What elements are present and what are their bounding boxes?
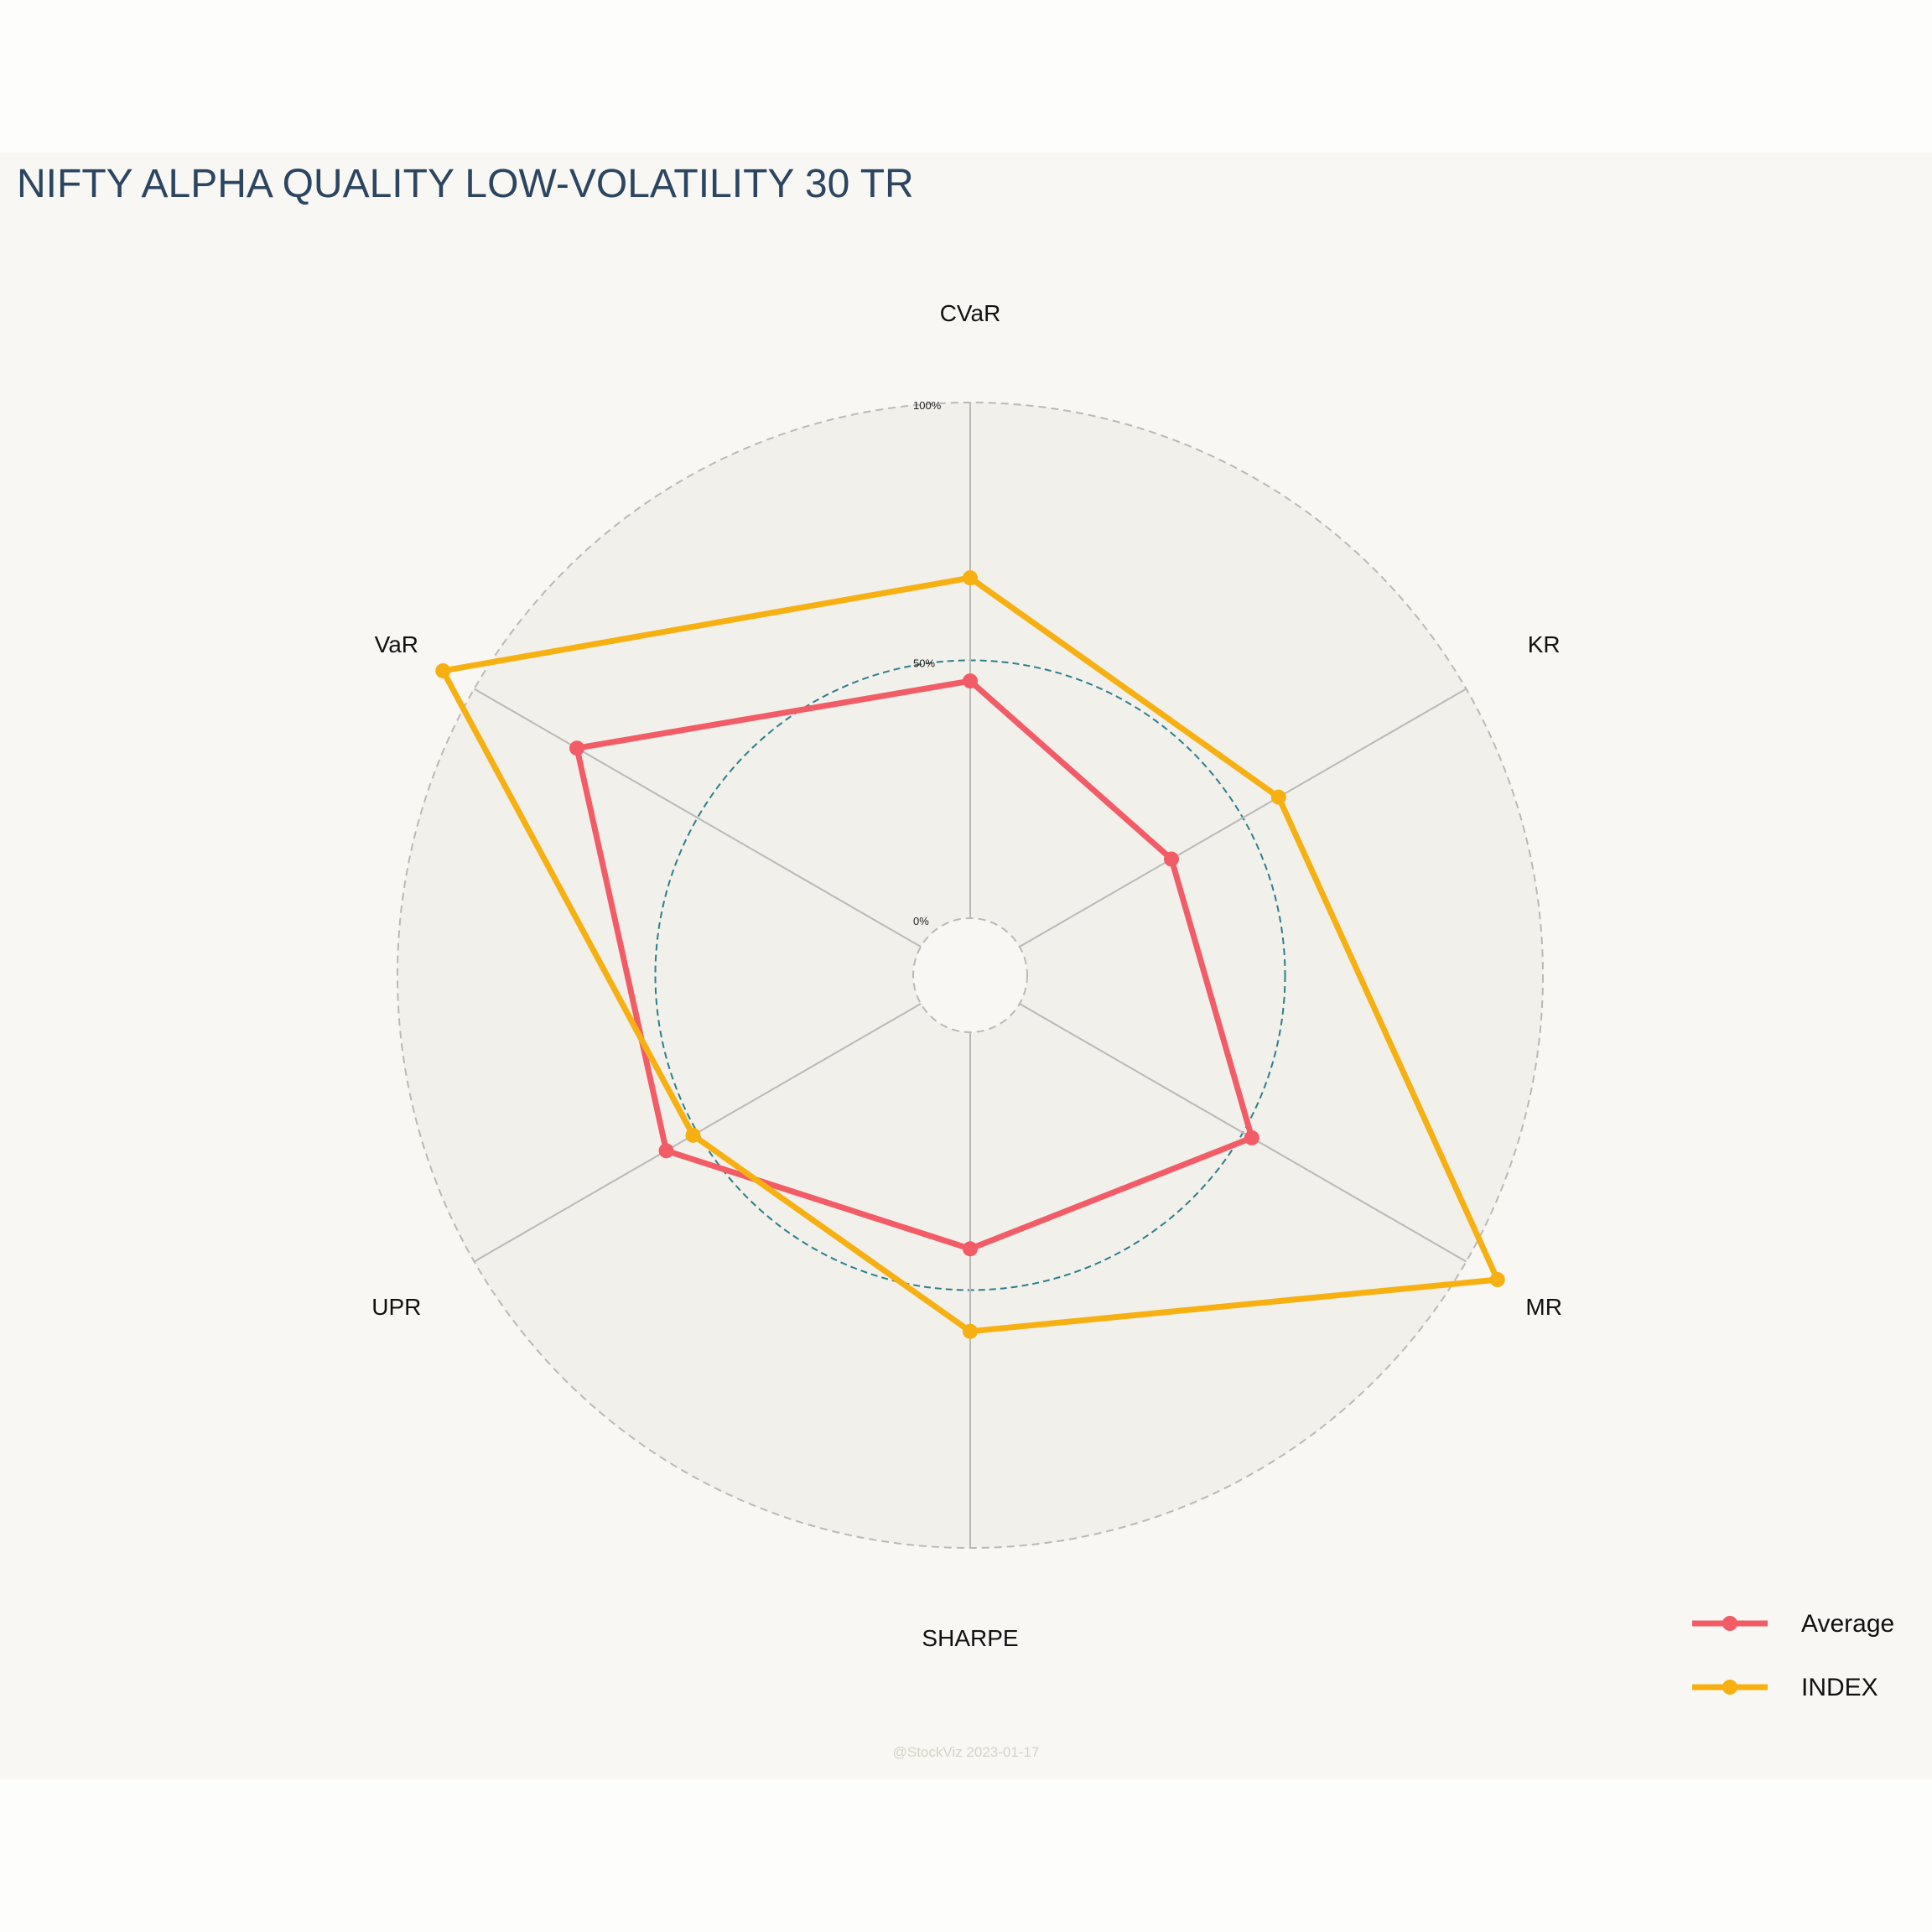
axis-label: KR [1528,631,1561,657]
legend-label: Average [1801,1610,1894,1638]
radar-spoke [1019,688,1467,948]
axis-label: SHARPE [922,1625,1018,1651]
series-point [569,740,585,756]
radar-spoke [1019,1003,1467,1263]
radar-inner-ring [912,917,1028,1033]
axis-label: MR [1525,1294,1562,1320]
axis-label: UPR [371,1294,421,1320]
legend-marker [1722,1680,1737,1695]
radial-tick-label: 100% [913,399,942,412]
series-point [1489,1272,1505,1288]
radial-tick-label: 50% [913,657,935,670]
legend-marker [1722,1616,1737,1631]
series-point [658,1143,674,1159]
radar-spoke [474,688,922,948]
series-point [963,1323,978,1339]
series-point [963,673,978,689]
chart-title: NIFTY ALPHA QUALITY LOW-VOLATILITY 30 TR [17,162,914,206]
credit-text: @StockViz 2023-01-17 [892,1744,1040,1760]
series-point [963,570,978,586]
axis-label: VaR [375,631,418,657]
series-point [435,662,451,678]
series-point [963,1241,978,1257]
radial-tick-label: 0% [913,915,929,927]
series-point [1270,789,1286,805]
series-point [1244,1130,1259,1145]
legend-label: INDEX [1801,1674,1878,1701]
series-point [685,1127,701,1143]
axis-label: CVaR [940,300,1001,326]
series-point [1163,851,1179,867]
